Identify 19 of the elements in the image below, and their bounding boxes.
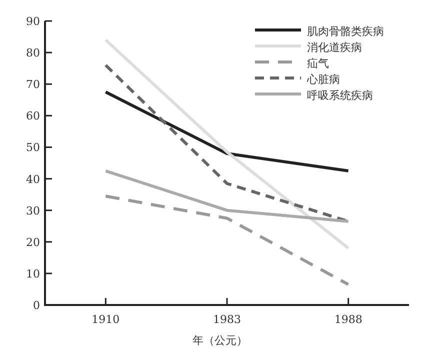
y-tick-label: 90 (26, 15, 40, 28)
y-tick-label: 80 (26, 46, 40, 60)
legend-label: 消化道疾病 (307, 41, 362, 54)
x-tick-label: 1988 (334, 313, 362, 326)
y-tick-label: 70 (26, 78, 40, 92)
y-tick-label: 20 (26, 236, 40, 249)
x-tick-label: 1910 (92, 313, 120, 326)
y-tick-label: 40 (26, 172, 40, 186)
legend-label: 疝气 (307, 57, 329, 70)
y-tick-label: 30 (26, 204, 40, 218)
y-tick-label: 60 (26, 110, 40, 123)
y-tick-label: 0 (33, 299, 40, 312)
y-tick-label: 50 (26, 141, 40, 154)
y-tick-label: 10 (26, 267, 40, 280)
legend-label: 肌肉骨骼类疾病 (307, 25, 384, 38)
legend-label: 心脏病 (306, 73, 340, 86)
legend-label: 呼吸系统疾病 (307, 89, 373, 102)
x-tick-label: 1983 (213, 313, 241, 326)
x-axis-title: 年（公元） (192, 334, 248, 347)
